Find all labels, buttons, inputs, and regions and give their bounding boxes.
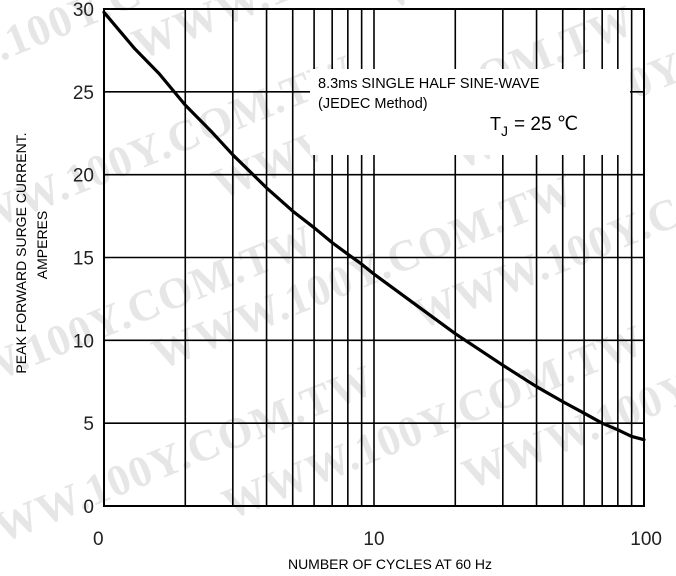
y-tick-label: 25 <box>73 83 94 104</box>
y-tick-label: 20 <box>73 166 94 187</box>
x-tick-label: 10 <box>363 529 384 550</box>
y-tick-label: 5 <box>83 414 94 435</box>
annotation-box: 8.3ms SINGLE HALF SINE-WAVE (JEDEC Metho… <box>310 69 630 155</box>
surge-current-curve <box>102 10 646 442</box>
x-tick-label: 0 <box>93 529 104 550</box>
x-tick-label: 100 <box>630 529 662 550</box>
y-tick-label: 15 <box>73 249 94 270</box>
y-axis-title-line1: PEAK FORWARD SURGE CURRENT. <box>13 132 29 373</box>
annotation-tj-symbol: T <box>490 114 501 134</box>
y-tick-labels: 0 5 10 15 20 25 30 <box>73 0 94 518</box>
annotation-tj-value: = 25 ℃ <box>514 114 578 135</box>
annotation-tj-subscript: J <box>501 123 508 139</box>
y-tick-label: 0 <box>83 497 94 518</box>
annotation-background <box>310 69 630 155</box>
annotation-method: (JEDEC Method) <box>318 96 428 112</box>
y-tick-label: 10 <box>73 331 94 352</box>
plot-frame <box>103 8 645 507</box>
y-tick-label: 30 <box>73 0 94 21</box>
x-tick-labels: 0 10 100 <box>93 529 662 550</box>
y-axis-title-line2: AMPERES <box>34 211 50 279</box>
annotation-waveform: 8.3ms SINGLE HALF SINE-WAVE <box>318 76 540 92</box>
x-axis-title: NUMBER OF CYCLES AT 60 Hz <box>288 556 492 572</box>
